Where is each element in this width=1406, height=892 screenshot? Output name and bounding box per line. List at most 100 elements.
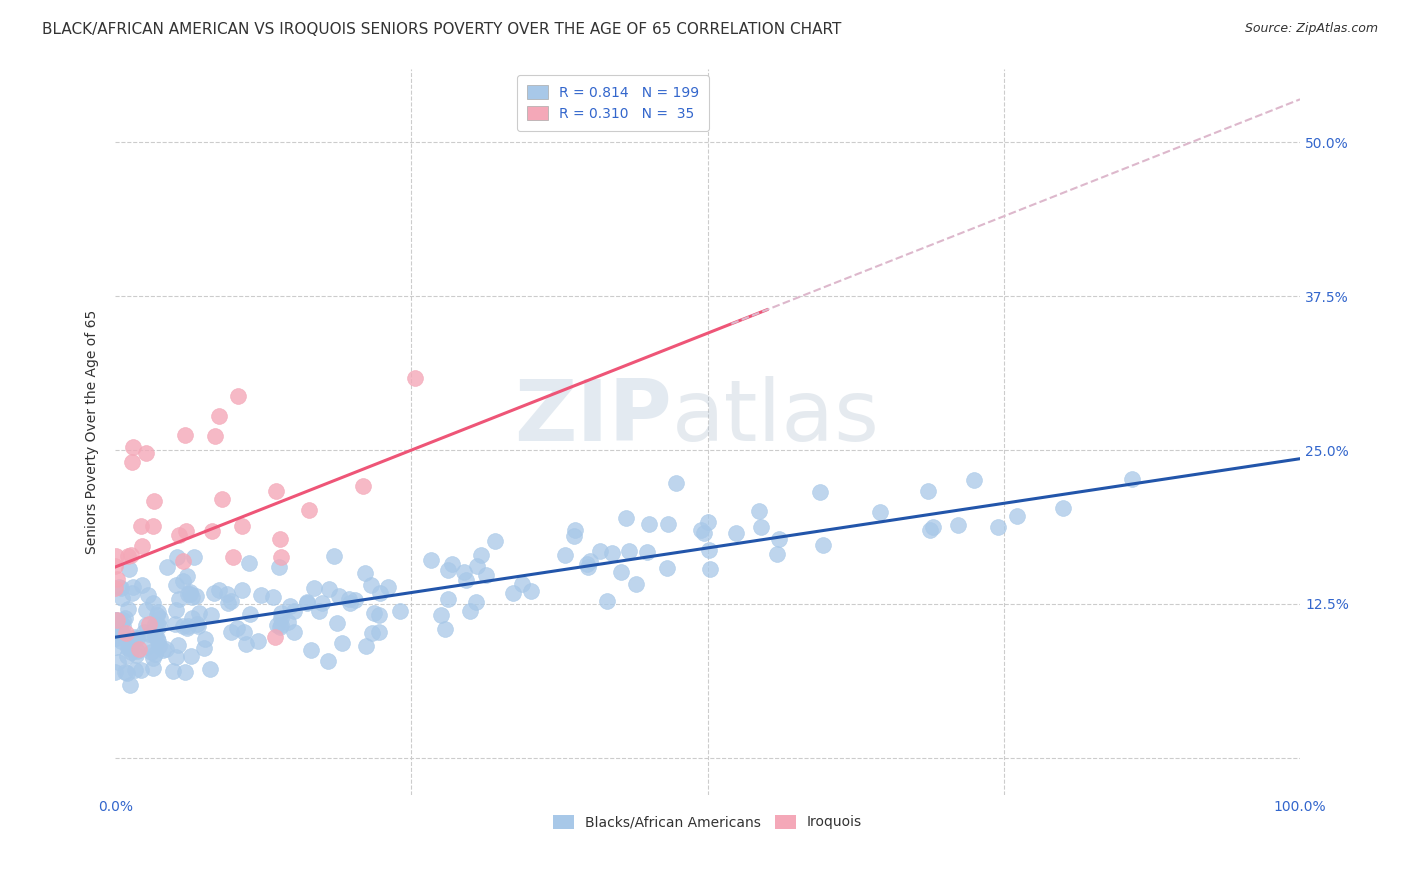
Point [278,599,301,613]
Point [131,519,153,533]
Point [328,590,350,604]
Point [484,533,506,548]
Point [183,549,205,564]
Point [143,647,166,661]
Point [308,605,330,619]
Point [146,605,169,619]
Point [1121,472,1143,486]
Text: atlas: atlas [672,376,880,458]
Point [368,586,391,600]
Point [104,559,127,574]
Point [165,578,187,592]
Point [145,608,167,623]
Point [202,586,225,600]
Point [869,505,891,519]
Point [194,632,217,646]
Point [298,503,321,517]
Point [148,639,170,653]
Point [693,526,716,541]
Point [111,613,134,627]
Point [207,409,229,424]
Point [104,613,127,627]
Point [420,553,443,567]
Point [179,585,201,599]
Point [502,586,524,600]
Point [110,634,132,648]
Point [330,636,353,650]
Point [768,532,790,546]
Point [231,519,253,533]
Point [186,590,208,604]
Point [166,638,188,652]
Point [690,523,713,537]
Point [441,557,464,571]
Point [104,631,127,645]
Point [186,618,208,632]
Point [626,577,648,591]
Point [352,478,374,492]
Point [104,624,127,639]
Point [139,644,162,658]
Point [105,624,128,639]
Point [136,640,159,654]
Point [143,494,166,508]
Point [808,484,831,499]
Point [322,549,344,563]
Point [564,523,586,537]
Point [222,550,245,565]
Point [200,608,222,623]
Point [104,619,127,633]
Point [270,607,292,621]
Point [131,577,153,591]
Point [110,615,132,630]
Point [193,640,215,655]
Point [108,581,131,595]
Point [111,591,134,605]
Point [211,492,233,507]
Point [239,607,262,621]
Point [125,648,148,662]
Point [138,627,160,641]
Point [963,473,986,487]
Point [165,603,187,617]
Point [295,595,318,609]
Point [120,645,142,659]
Point [1005,508,1028,523]
Point [219,594,242,608]
Point [458,604,481,618]
Point [122,634,145,648]
Point [277,615,299,629]
Point [360,578,382,592]
Point [269,620,291,634]
Point [655,561,678,575]
Point [187,606,209,620]
Point [232,624,254,639]
Point [600,546,623,560]
Point [811,538,834,552]
Point [104,640,127,654]
Point [172,619,194,633]
Point [343,593,366,607]
Point [436,563,458,577]
Point [474,568,496,582]
Point [104,620,127,634]
Point [920,523,942,537]
Point [121,454,143,468]
Point [699,562,721,576]
Point [354,566,377,580]
Point [142,519,165,533]
Point [177,618,200,632]
Point [388,604,411,618]
Point [208,583,231,598]
Point [142,651,165,665]
Point [917,483,939,498]
Point [283,625,305,640]
Point [326,615,349,630]
Point [302,581,325,595]
Point [117,640,139,655]
Point [135,445,157,459]
Point [135,603,157,617]
Point [576,560,599,574]
Point [367,625,389,640]
Point [174,524,197,539]
